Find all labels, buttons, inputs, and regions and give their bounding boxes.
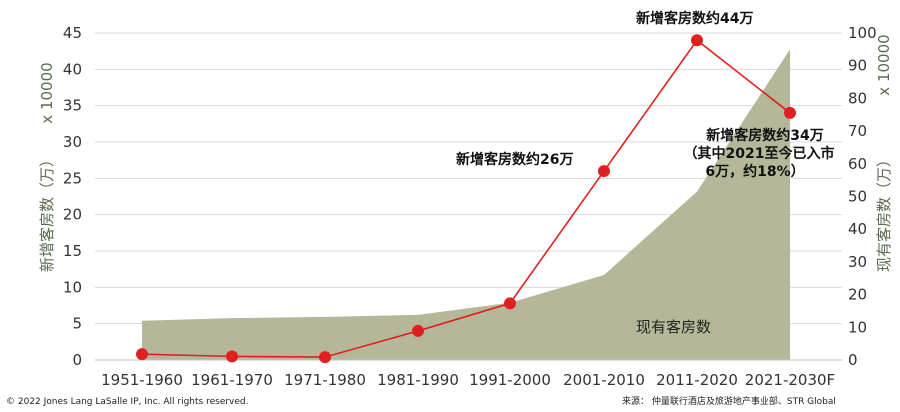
x-tick-label: 1981-1990 (377, 371, 459, 389)
left-tick-label: 15 (63, 242, 82, 260)
right-tick-label: 0 (848, 351, 858, 369)
left-tick-label: 30 (63, 133, 82, 151)
annotation-34-line2: （其中2021至今已入市 (684, 145, 835, 162)
right-tick-label: 70 (848, 122, 867, 140)
source-text: 来源： 仲量联行酒店及旅游地产事业部、STR Global (622, 395, 836, 407)
annotation-26: 新增客房数约26万 (456, 151, 573, 168)
new-rooms-point (504, 297, 516, 310)
gridlines (95, 32, 842, 325)
right-axis-title: 现有客房数（万） (875, 152, 893, 272)
new-rooms-series (136, 34, 796, 364)
x-tick-label: 1971-1980 (284, 371, 366, 389)
existing-rooms-area (142, 49, 790, 360)
x-tick-label: 1951-1960 (101, 371, 183, 389)
right-tick-label: 20 (848, 286, 867, 304)
left-tick-label: 25 (63, 169, 82, 187)
new-rooms-point (784, 106, 796, 119)
x-tick-label: 1991-2000 (469, 371, 551, 389)
x-tick-label: 1961-1970 (191, 371, 273, 389)
right-tick-label: 50 (848, 188, 867, 206)
right-tick-label: 100 (848, 24, 877, 42)
right-tick-label: 80 (848, 89, 867, 107)
x-tick-label: 2001-2010 (563, 371, 645, 389)
left-tick-label: 40 (63, 60, 82, 78)
annotation-34-line3: 6万，约18%） (705, 163, 804, 180)
left-tick-label: 45 (63, 24, 82, 42)
new-rooms-point (136, 348, 148, 361)
annotation-34-line1: 新增客房数约34万 (706, 127, 823, 144)
new-rooms-line (141, 39, 791, 358)
new-rooms-point (691, 34, 703, 47)
new-rooms-point (226, 350, 238, 363)
left-tick-label: 35 (63, 97, 82, 115)
x-tick-label: 2021-2030F (745, 371, 835, 389)
right-tick-label: 40 (848, 220, 867, 238)
new-rooms-point (412, 324, 424, 337)
area-label: 现有客房数 (636, 318, 711, 336)
right-tick-label: 10 (848, 318, 867, 336)
new-rooms-point (598, 165, 610, 178)
left-tick-label: 5 (72, 315, 82, 333)
left-tick-label: 10 (63, 278, 82, 296)
right-tick-label: 60 (848, 155, 867, 173)
annotation-44: 新增客房数约44万 (636, 10, 753, 27)
x-tick-label: 2011-2020 (656, 371, 738, 389)
left-tick-label: 0 (72, 351, 82, 369)
axes: 0 5 10 15 20 25 30 35 40 45 0 10 20 30 40 50 60 70 80 90 100… (63, 24, 877, 389)
right-tick-label: 90 (848, 57, 867, 75)
left-tick-label: 20 (63, 206, 82, 224)
new-rooms-point (319, 351, 331, 364)
left-axis-title: 新增客房数（万） (38, 152, 56, 272)
right-axis-multiplier: x 10000 (875, 34, 893, 95)
left-axis-multiplier: x 10000 (38, 62, 56, 123)
right-tick-label: 30 (848, 253, 867, 271)
copyright-text: © 2022 Jones Lang LaSalle IP, Inc. All r… (6, 397, 249, 407)
